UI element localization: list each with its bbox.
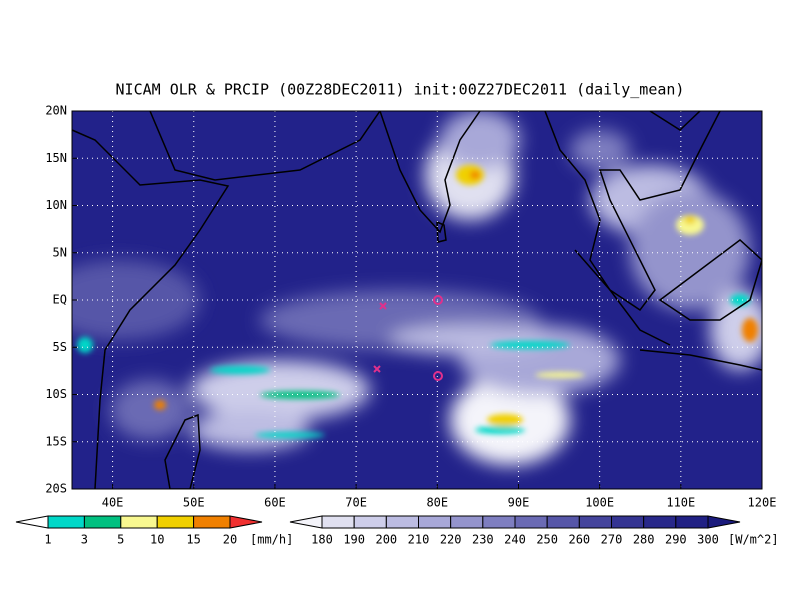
- colorbar-swatch: [156, 515, 195, 529]
- y-tick-label: 10S: [45, 387, 67, 401]
- colorbar-swatch: [321, 515, 355, 529]
- colorbar-label: 190: [343, 533, 365, 547]
- colorbar-label: 210: [408, 533, 430, 547]
- colorbar-swatch: [514, 515, 548, 529]
- x-tick-label: 60E: [264, 496, 286, 510]
- colorbar-label: 5: [117, 533, 124, 547]
- colorbar-swatch: [643, 515, 677, 529]
- colorbar-swatch: [418, 515, 452, 529]
- colorbar-swatch: [546, 515, 580, 529]
- colorbar-swatch: [707, 515, 741, 529]
- colorbar-label: 260: [568, 533, 590, 547]
- colorbar-swatch: [385, 515, 419, 529]
- coastlines: [72, 111, 762, 489]
- colorbar-label: 200: [375, 533, 397, 547]
- colorbar-swatch: [15, 515, 49, 529]
- y-tick-label: 20S: [45, 482, 67, 496]
- colorbars: 1 3 5 10 15 20 [mm/h] 180 190 200 210 220 230 240 250 2…: [15, 515, 779, 547]
- colorbar-label: 230: [472, 533, 494, 547]
- graticule: [72, 111, 762, 489]
- colorbar-swatch: [289, 515, 323, 529]
- x-tick-label: 70E: [345, 496, 367, 510]
- colorbar-swatch: [353, 515, 387, 529]
- colorbar-label: 3: [81, 533, 88, 547]
- x-tick-label: 50E: [183, 496, 205, 510]
- title: NICAM OLR & PRCIP (00Z28DEC2011) init:00…: [116, 81, 685, 99]
- colorbar-label: 240: [504, 533, 526, 547]
- colorbar-label: 180: [311, 533, 333, 547]
- x-tick-label: 120E: [748, 496, 777, 510]
- colorbar-swatch: [120, 515, 158, 529]
- colorbar-unit: [mm/h]: [250, 533, 293, 547]
- colorbar-swatch: [193, 515, 231, 529]
- y-tick-label: 5S: [53, 340, 67, 354]
- y-tick-label: 20N: [45, 104, 67, 118]
- y-tick-label: 5N: [53, 245, 67, 259]
- precip-cells: [77, 165, 758, 438]
- colorbar-label: 10: [150, 533, 164, 547]
- colorbar-label: 300: [697, 533, 719, 547]
- x-tick-label: 80E: [426, 496, 448, 510]
- colorbar-swatch: [229, 515, 263, 529]
- y-tick-label: 10N: [45, 198, 67, 212]
- axes: 40E 50E 60E 70E 80E 90E 100E 110E 120E 20N 15N 10N 5…: [45, 104, 776, 510]
- colorbar-label: 280: [633, 533, 655, 547]
- colorbar-swatch: [675, 515, 709, 529]
- olr-clouds: [72, 111, 762, 465]
- colorbar-swatch: [611, 515, 645, 529]
- colorbar-label: 1: [44, 533, 51, 547]
- colorbar-unit: [W/m^2]: [728, 533, 779, 547]
- y-tick-label: 15N: [45, 151, 67, 165]
- colorbar-swatch: [482, 515, 516, 529]
- colorbar-label: 15: [186, 533, 200, 547]
- colorbar-label: 220: [440, 533, 462, 547]
- colorbar-label: 290: [665, 533, 687, 547]
- colorbar-swatch: [83, 515, 122, 529]
- markers: [373, 295, 443, 381]
- colorbar-label: 270: [601, 533, 623, 547]
- y-tick-label: 15S: [45, 434, 67, 448]
- colorbar-label: 250: [536, 533, 558, 547]
- x-tick-label: 110E: [666, 496, 695, 510]
- x-tick-label: 40E: [102, 496, 124, 510]
- colorbar-label: 20: [223, 533, 237, 547]
- x-tick-label: 100E: [585, 496, 614, 510]
- colorbar-swatch: [578, 515, 612, 529]
- colorbar-swatch: [47, 515, 85, 529]
- y-tick-label: EQ: [53, 293, 67, 307]
- x-tick-label: 90E: [508, 496, 530, 510]
- field: [72, 111, 762, 489]
- colorbar-swatch: [450, 515, 484, 529]
